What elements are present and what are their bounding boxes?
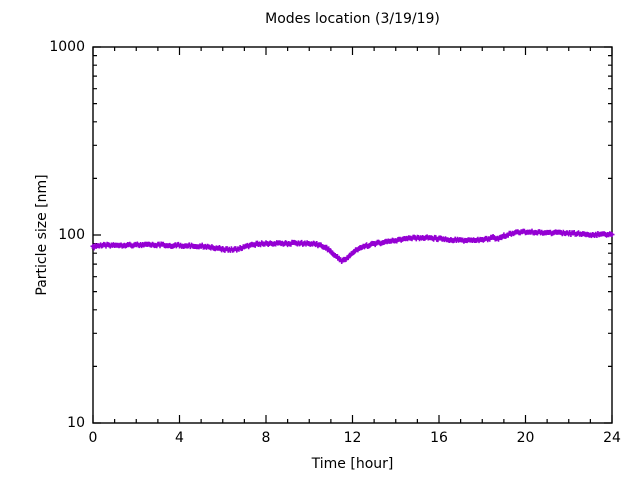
- x-axis-label: Time [hour]: [311, 456, 394, 472]
- x-tick-label: 16: [430, 430, 448, 446]
- y-axis-label: Particle size [nm]: [34, 174, 50, 296]
- x-tick-label: 0: [88, 430, 98, 446]
- y-tick-label: 10: [67, 415, 85, 431]
- axis-ticks: [92, 46, 613, 424]
- x-tick-label: 8: [261, 430, 271, 446]
- x-tick-label: 12: [343, 430, 362, 446]
- x-tick-label: 24: [603, 430, 621, 446]
- data-series-markers: [90, 228, 615, 264]
- x-tick-label: 4: [175, 430, 184, 446]
- chart-title: Modes location (3/19/19): [265, 11, 440, 27]
- y-tick-label: 100: [58, 227, 85, 243]
- x-tick-label: 20: [516, 430, 535, 446]
- y-tick-label: 1000: [49, 39, 85, 55]
